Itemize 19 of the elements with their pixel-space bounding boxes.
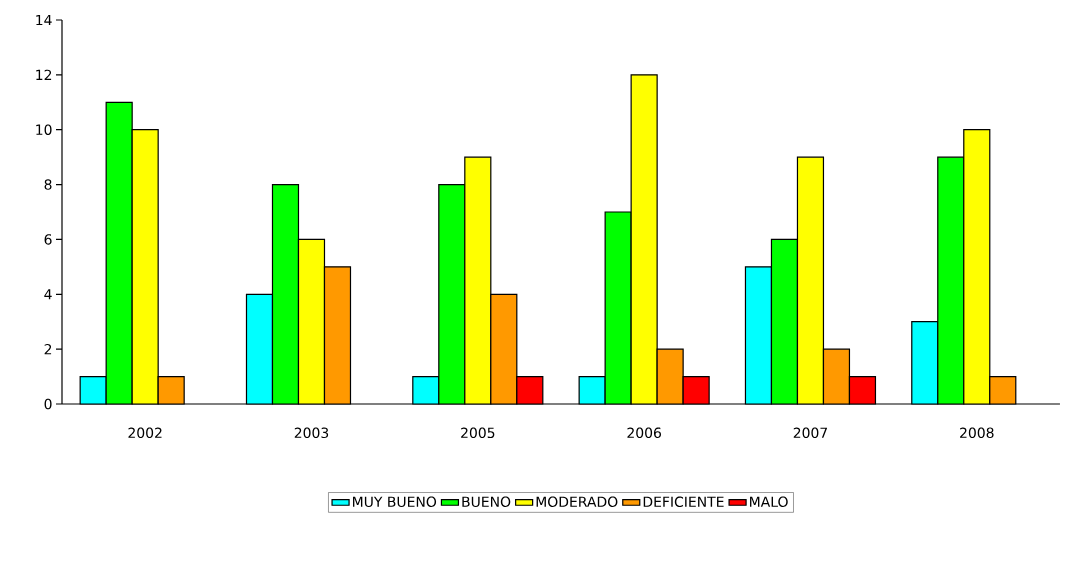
x-tick-label: 2006 — [627, 427, 661, 439]
legend-label: MODERADO — [536, 496, 618, 508]
x-tick-label: 2007 — [793, 427, 828, 439]
y-tick-label: 2 — [44, 343, 52, 355]
y-tick-label: 8 — [44, 179, 52, 190]
legend-label: MUY BUENO — [353, 496, 437, 508]
legend-label: DEFICIENTE — [643, 496, 724, 508]
y-tick-label: 12 — [36, 69, 52, 81]
x-tick-label: 2005 — [461, 427, 495, 439]
x-tick-label: 2003 — [294, 427, 329, 439]
y-tick-label: 6 — [44, 234, 52, 245]
y-tick-label: 4 — [44, 289, 52, 300]
legend-label: BUENO — [462, 496, 511, 508]
y-tick-label: 0 — [44, 398, 52, 410]
x-tick-label: 2008 — [960, 427, 994, 439]
y-tick-label: 10 — [36, 124, 52, 135]
y-tick-label: 14 — [36, 14, 52, 26]
x-tick-label: 2002 — [128, 427, 162, 439]
legend-label: MALO — [750, 496, 788, 508]
